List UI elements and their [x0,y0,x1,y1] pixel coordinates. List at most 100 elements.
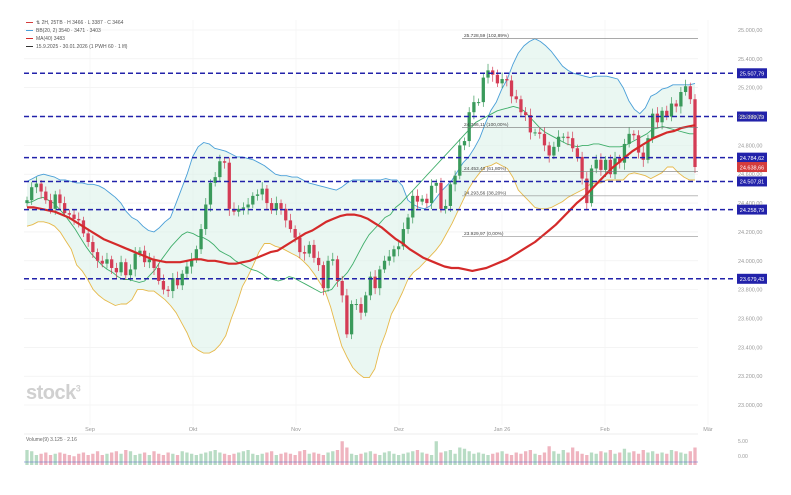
volume-bar [646,452,650,465]
candle-body [552,146,556,156]
candle-body [481,77,485,103]
x-tick-label: Mär [703,427,713,433]
candle-body [298,237,302,253]
volume-bar [48,455,53,465]
candle-body [114,267,119,273]
volume-bar [411,451,415,465]
volume-bar [142,452,147,465]
candle-body [265,188,269,204]
volume-bar [524,451,528,465]
volume-bar [444,451,448,465]
volume-bar [589,452,594,465]
volume-bar [401,453,405,465]
candle-body [199,229,203,250]
candle-body [307,244,311,254]
fib-level-label: 23.929,97 (0,00%) [464,231,504,237]
candle-body [354,304,358,306]
legend-price-text: ⇅ 2H, 25TB · H 3466 · L 3387 · C 3464 [36,20,124,26]
candle-body [368,276,373,296]
candle-body [519,99,523,113]
volume-bar [204,452,208,465]
volume-bar [67,455,71,465]
y-tick-label: 24.200,00 [738,230,762,236]
volume-bar [208,451,213,465]
candle-body [665,110,669,117]
volume-bar [293,455,297,465]
volume-bar [669,450,674,465]
candle-body [524,112,528,116]
volume-bar [434,441,438,465]
candle-body [321,265,326,289]
candle-body [636,135,641,153]
candle-body [467,112,471,142]
volume-bar [317,453,321,465]
candle-body [396,246,401,250]
candle-body [505,79,509,81]
candle-body [138,250,142,254]
candle-body [571,138,575,149]
volume-bar [241,451,246,465]
volume-bar [62,453,67,465]
candle-body [284,208,288,221]
x-tick-label: Jan 26 [494,427,511,433]
volume-bar [185,452,189,465]
volume-bar [660,452,664,465]
candle-body [415,195,420,202]
volume-bar [495,452,500,465]
candle-body [538,132,542,134]
candle-body [669,103,674,117]
volume-bar [415,450,420,465]
candle-body [279,203,283,209]
volume-bar [72,456,76,465]
volume-label: Volume(9) 3.125 · 2.16 [26,437,77,443]
volume-bar [237,452,241,465]
volume-bar [665,453,669,465]
candle-body [260,188,264,195]
volume-bar [77,453,81,465]
volume-bar [674,451,678,465]
volume-bar [566,452,570,465]
candle-body [227,162,231,209]
candle-body [44,191,48,201]
candle-body [157,267,161,281]
volume-bar [307,453,311,465]
candle-body [462,141,467,146]
candle-body [237,208,241,212]
current-price-box [737,162,767,173]
volume-bar [284,452,288,465]
candle-body [34,183,39,188]
candle-body [58,194,62,204]
level-label-box [737,273,767,284]
candle-body [453,175,457,185]
candle-body [641,152,645,160]
volume-bar [392,453,396,465]
legend-ma-text: MA(40) 3483 [36,36,65,42]
volume-bar [44,452,48,465]
candle-body [439,182,443,209]
volume-bar [688,451,692,465]
volume-bar [683,453,688,465]
volume-bar [641,450,645,465]
volume-bar [519,453,523,465]
candle-body [509,80,514,97]
candle-body [124,262,128,276]
volume-bar [420,452,424,465]
volume-bar [175,455,180,465]
candle-body [364,295,368,313]
volume-bar [265,452,269,465]
volume-bar [321,455,326,465]
watermark-logo: stock3 [26,382,81,405]
candle-body [86,233,90,243]
y-tick-label: 25.000,00 [738,115,762,121]
watermark-text: stock [26,382,76,404]
volume-bar [693,447,697,465]
candle-body [77,218,81,221]
candle-body [547,145,551,156]
volume-bar [100,455,104,465]
candle-body [444,205,448,209]
candle-body [326,260,330,289]
candle-body [293,229,297,238]
volume-bar [486,455,490,465]
volume-bar [194,455,198,465]
volume-bar [34,455,39,465]
